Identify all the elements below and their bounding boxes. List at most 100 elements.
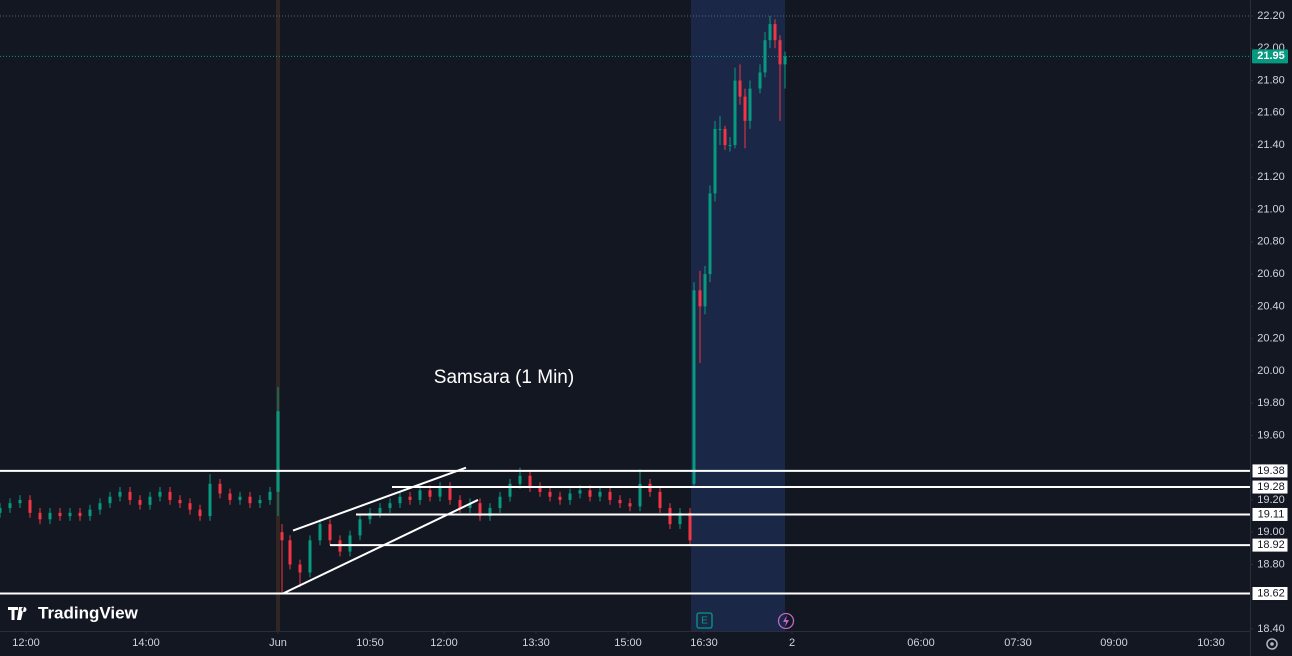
earnings-box: [696, 612, 713, 629]
candle-body: [348, 535, 352, 552]
candle-body: [198, 509, 202, 517]
event-icon[interactable]: [777, 612, 795, 630]
candle-body: [248, 496, 252, 504]
logo-icon: [8, 607, 27, 620]
axes: 22.2022.0021.8021.6021.4021.2021.0020.80…: [12, 10, 1289, 649]
y-tick-label: 21.20: [1257, 171, 1285, 183]
candle-body: [228, 493, 232, 500]
candle-body: [728, 145, 732, 147]
candle-body: [58, 512, 62, 517]
candle-body: [668, 508, 672, 525]
candle-body: [713, 128, 717, 194]
candle-body: [778, 40, 782, 65]
candle-body: [288, 540, 292, 565]
level-label: 18.92: [1257, 539, 1285, 551]
candle-body: [678, 512, 682, 525]
candle-body: [178, 499, 182, 504]
earnings-icon[interactable]: E: [696, 612, 713, 629]
plot: [0, 0, 1250, 631]
x-tick-label: 12:00: [12, 637, 40, 649]
candle-body: [488, 508, 492, 517]
candle-body: [508, 483, 512, 497]
y-tick-label: 19.00: [1257, 526, 1285, 538]
y-tick-label: 21.40: [1257, 139, 1285, 151]
level-label: 18.62: [1257, 587, 1285, 599]
level-label-box: [1251, 586, 1289, 602]
candle-body: [428, 490, 432, 497]
y-tick-label: 20.20: [1257, 333, 1285, 345]
candle-body: [528, 475, 532, 488]
candle-body: [358, 519, 362, 536]
event-circle: [777, 612, 795, 630]
candle-body: [108, 496, 112, 504]
candle-body: [478, 503, 482, 517]
candle-body: [468, 503, 472, 509]
y-tick-label: 20.40: [1257, 300, 1285, 312]
y-tick-label: 22.20: [1257, 10, 1285, 22]
gear-center: [1270, 642, 1274, 646]
y-tick-label: 20.80: [1257, 236, 1285, 248]
trend-line: [282, 499, 479, 595]
candle-body: [608, 491, 612, 500]
candle-body: [718, 128, 722, 130]
candle-body: [458, 499, 462, 509]
candle-body: [588, 490, 592, 497]
level-label: 19.11: [1258, 508, 1285, 520]
candle-body: [308, 540, 312, 573]
x-tick-label: 09:00: [1100, 637, 1128, 649]
x-tick-label: 2: [789, 637, 795, 649]
x-tick-label: Jun: [269, 637, 287, 649]
candle-body: [688, 512, 692, 541]
x-tick-label: 14:00: [132, 637, 160, 649]
candle-body: [738, 80, 742, 97]
candle-body: [708, 193, 712, 275]
level-label: 19.38: [1257, 465, 1285, 477]
event-bolt: [783, 615, 789, 627]
earnings-label: E: [701, 616, 708, 627]
candle-body: [783, 56, 787, 65]
level-label: 19.28: [1257, 481, 1285, 493]
level-label-box: [1251, 479, 1289, 495]
x-tick-label: 10:30: [1197, 637, 1225, 649]
candle-body: [88, 509, 92, 517]
x-tick-label: 06:00: [907, 637, 935, 649]
candle-body: [548, 491, 552, 497]
x-tick-label: 13:30: [522, 637, 550, 649]
y-tick-label: 18.40: [1257, 623, 1285, 635]
candle-body: [378, 508, 382, 513]
candle-body: [18, 499, 22, 504]
candle-body: [448, 487, 452, 500]
candle-body: [698, 290, 702, 307]
candle-body: [733, 80, 737, 146]
candle-body: [568, 493, 572, 500]
candle-body: [658, 491, 662, 509]
x-tick-label: 12:00: [430, 637, 458, 649]
logo-text: TradingView: [38, 603, 139, 622]
candle-body: [276, 411, 280, 492]
candle-body: [238, 496, 242, 500]
candle-body: [773, 24, 777, 41]
candle-body: [558, 496, 562, 500]
candle-body: [158, 491, 162, 497]
candle-body: [28, 499, 32, 513]
level-label-box: [1251, 463, 1289, 479]
y-tick-label: 21.00: [1257, 203, 1285, 215]
session-break: [276, 0, 280, 631]
candle-body: [598, 491, 602, 497]
candle-body: [78, 512, 82, 517]
candle-body: [168, 491, 172, 500]
candle-body: [8, 503, 12, 509]
x-tick-label: 15:00: [614, 637, 642, 649]
candle-body: [518, 475, 522, 484]
y-tick-label: 19.80: [1257, 397, 1285, 409]
settings-icon[interactable]: [1266, 638, 1278, 650]
candle-body: [758, 72, 762, 89]
candle-body: [98, 503, 102, 510]
candle-body: [768, 24, 772, 41]
x-tick-label: 16:30: [690, 637, 718, 649]
candle-body: [638, 483, 642, 507]
candle-body: [538, 487, 542, 492]
candle-body: [0, 508, 2, 513]
candle-body: [258, 499, 262, 504]
